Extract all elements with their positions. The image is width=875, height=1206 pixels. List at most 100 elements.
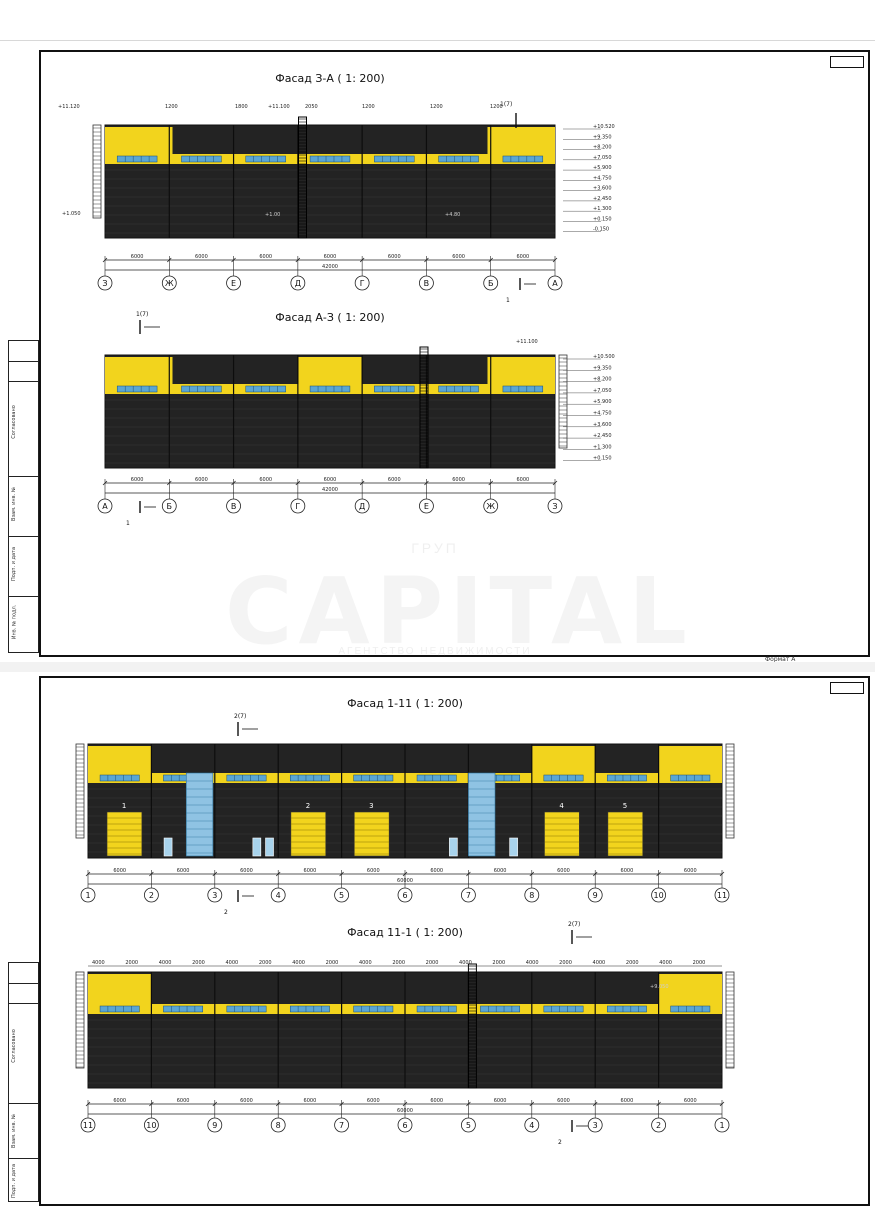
axis-bubble <box>270 1117 286 1133</box>
dimension-tick <box>402 871 408 877</box>
yellow-panel <box>105 357 173 387</box>
gate-number: 3 <box>369 802 373 810</box>
axis-label: 6 <box>402 1121 407 1130</box>
dimension-tick <box>149 1101 154 1107</box>
top-dimension: 4000 <box>92 960 105 966</box>
top-dimension: 2000 <box>259 960 272 966</box>
axis-label: 11 <box>717 891 727 900</box>
span-dimension: 6000 <box>131 254 144 260</box>
axis-bubble <box>334 887 350 903</box>
window-strip <box>309 155 351 163</box>
axis-label: А <box>102 502 108 511</box>
window-strip <box>99 774 140 782</box>
level-label: +10.500 <box>593 354 615 360</box>
top-dimension: 4000 <box>159 960 172 966</box>
span-dimension: 6000 <box>240 1098 253 1104</box>
top-dimension: 1200 <box>165 104 178 110</box>
top-dimension: 2000 <box>125 960 138 966</box>
window-strip <box>543 1005 584 1013</box>
axis-label: В <box>424 279 430 288</box>
yellow-panel <box>487 357 555 387</box>
window-strip <box>289 1005 330 1013</box>
axis-bubble <box>524 1117 540 1133</box>
level-label: -0.150 <box>593 227 609 233</box>
entry-door <box>449 837 458 857</box>
yellow-panel <box>658 974 722 1006</box>
axis-bubble <box>161 275 177 291</box>
axis-label: 6 <box>402 891 407 900</box>
wall-ladder <box>725 971 735 1069</box>
span-dimension: 6000 <box>324 477 337 483</box>
fire-stair <box>419 346 429 469</box>
dimension-tick <box>719 1101 725 1107</box>
window-strip <box>670 774 711 782</box>
page-top-line <box>0 40 875 41</box>
window-strip <box>353 774 394 782</box>
yellow-panel <box>531 746 596 776</box>
axis-bubble <box>161 498 177 514</box>
window-strip <box>374 155 415 163</box>
top-dimension: 4000 <box>659 960 672 966</box>
top-dimension: 4000 <box>225 960 238 966</box>
section-number: 1 <box>506 297 510 304</box>
axis-bubble <box>419 498 434 514</box>
dimension-tick <box>552 257 558 263</box>
level-label: +2.450 <box>593 433 612 439</box>
left-mark: +1.050 <box>62 211 81 217</box>
dimension-tick <box>552 480 558 486</box>
axis-label: 1 <box>719 1121 724 1130</box>
axis-label: Б <box>167 502 173 511</box>
elev-note: +4.80 <box>445 212 460 218</box>
axis-bubble <box>97 498 113 514</box>
axis-bubble <box>419 275 434 291</box>
axis-bubble <box>714 887 730 903</box>
window-strip <box>309 385 351 393</box>
top-dimension: 4000 <box>359 960 372 966</box>
top-dimension: 2000 <box>626 960 639 966</box>
loading-gate <box>353 811 390 857</box>
axis-label: 5 <box>339 891 344 900</box>
axis-label: Г <box>360 279 365 288</box>
axis-bubble <box>290 498 306 514</box>
axis-label: З <box>552 502 557 511</box>
axis-bubble <box>143 1117 159 1133</box>
span-dimension: 6000 <box>367 868 380 874</box>
axis-label: 4 <box>276 891 281 900</box>
level-label: +1.300 <box>593 444 612 450</box>
window-strip <box>606 774 647 782</box>
dimension-tick <box>102 480 108 486</box>
section-number: 2 <box>558 1139 562 1146</box>
span-dimension: 6000 <box>304 868 317 874</box>
level-label: +7.050 <box>593 388 612 394</box>
sheet-corner-box <box>830 682 864 694</box>
window-strip <box>416 1005 457 1013</box>
window-strip <box>438 155 479 163</box>
axis-label: Е <box>424 502 429 511</box>
dimension-tick <box>275 871 281 877</box>
axis-bubble <box>460 1117 476 1133</box>
span-dimension: 6000 <box>557 868 570 874</box>
span-dimension: 6000 <box>684 1098 697 1104</box>
level-label: +3.600 <box>593 186 612 192</box>
window-strip <box>181 155 222 163</box>
facade-title: Фасад З-А ( 1: 200) <box>275 72 384 85</box>
wall-ladder <box>92 124 102 219</box>
span-dimension: 6000 <box>113 868 126 874</box>
span-dimension: 6000 <box>131 477 144 483</box>
cut-label: 2(7) <box>568 921 580 928</box>
top-dimension: 4000 <box>593 960 606 966</box>
title-stamp-1: Согласовано Взам. инв. № Подп. и дата Ин… <box>8 340 39 653</box>
total-dimension: 60000 <box>397 878 413 884</box>
axis-label: 9 <box>593 891 598 900</box>
axis-label: Ж <box>486 502 495 511</box>
axis-bubble <box>97 275 113 291</box>
dimension-tick <box>339 871 344 877</box>
level-label: +8.200 <box>593 377 612 383</box>
axis-label: 3 <box>212 891 217 900</box>
axis-bubble <box>524 887 540 903</box>
dimension-tick <box>488 480 493 486</box>
span-dimension: 6000 <box>684 868 697 874</box>
axis-label: 8 <box>529 891 534 900</box>
top-dimension: 2000 <box>492 960 505 966</box>
axis-bubble <box>354 498 370 514</box>
